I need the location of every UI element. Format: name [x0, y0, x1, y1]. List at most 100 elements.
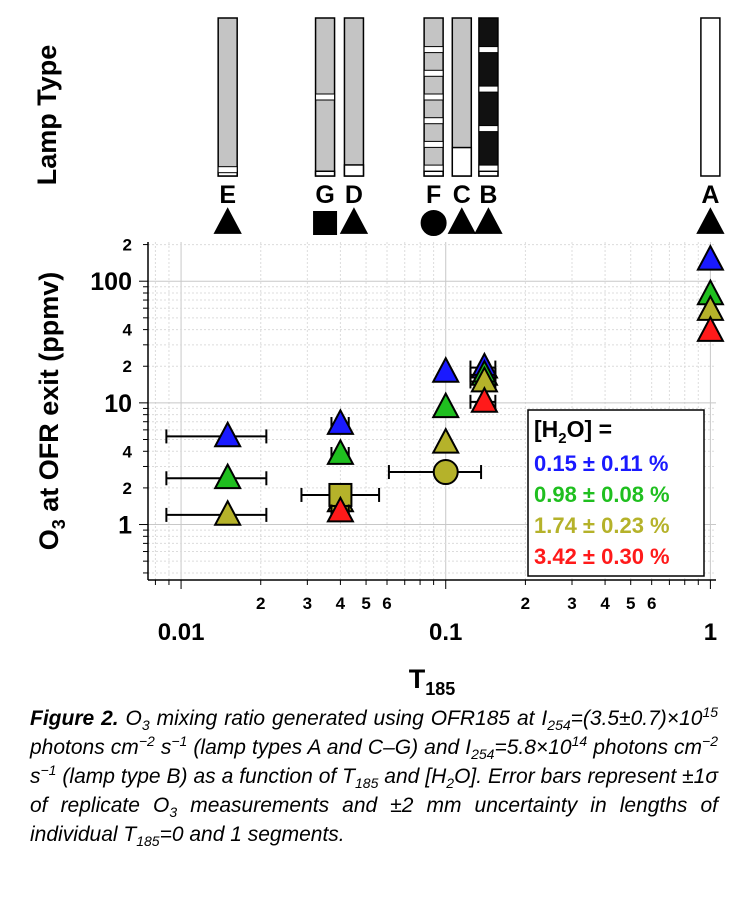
x-tick-label: 1 [704, 619, 717, 646]
caption-text: (lamp types A and C–G) and I [187, 736, 472, 759]
caption-text: 185 [355, 775, 379, 792]
lamp-tube [343, 17, 365, 177]
x-minor-tick-label: 4 [336, 594, 346, 613]
legend-entry: 0.15 ± 0.11 % [534, 451, 668, 476]
y-minor-tick-label: 2 [123, 357, 132, 376]
lamp-t185-1-segment [343, 164, 365, 177]
lamp-t185-1-segment [451, 146, 473, 177]
caption-text: photons cm [30, 736, 139, 759]
legend-entry: 0.98 ± 0.08 % [534, 482, 670, 507]
data-point-triangle [470, 386, 499, 413]
caption-text: and [H [378, 765, 447, 788]
caption-text: (lamp type B) as a function of T [56, 765, 355, 788]
x-minor-tick-label: 2 [256, 594, 265, 613]
data-point-triangle [213, 499, 242, 526]
caption-text: =5.8×10 [494, 736, 572, 759]
legend-title-sub: 2 [558, 430, 566, 447]
lamp-letter: D [345, 181, 363, 209]
lamp-band [423, 140, 444, 148]
legend-entry: 3.42 ± 0.30 % [534, 544, 670, 569]
data-point-circle [432, 459, 459, 486]
lamp-marker-circle [420, 210, 447, 236]
lamp-marker-triangle [213, 207, 242, 234]
lamp-band [478, 125, 499, 133]
lamp-type-panel: Lamp Type E G D F C B A [32, 17, 725, 236]
lamp-band [423, 69, 444, 77]
legend-entry: 1.74 ± 0.23 % [534, 513, 670, 538]
lamp-band [423, 164, 444, 172]
lamp-letter: A [701, 181, 719, 209]
legend: [H2O] = 0.15 ± 0.11 % 0.98 ± 0.08 % 1.74 ± … [527, 409, 705, 577]
lamp-letter: B [479, 181, 497, 209]
legend-title-rest: O] = [567, 416, 612, 442]
caption-text: 15 [702, 704, 719, 720]
legend-title: [H2O] = [534, 416, 612, 447]
x-minor-tick-label: 5 [361, 594, 370, 613]
caption-text: =(3.5±0.7)×10 [570, 707, 703, 730]
lamp-letter: E [219, 181, 236, 209]
lamp-e: E [213, 17, 242, 234]
lamp-marker-triangle [339, 207, 369, 234]
lamp-c: C [447, 17, 476, 234]
y-axis-title-main: O [34, 529, 64, 550]
lamp-f: F [420, 17, 447, 236]
lamp-t185-1-segment [478, 170, 499, 177]
lamp-tube [700, 17, 721, 177]
caption-text: −1 [171, 733, 188, 749]
caption-text: 3 [169, 804, 178, 821]
x-axis-title-main: T [409, 664, 426, 694]
lamp-band [315, 93, 336, 101]
x-axis-title-sub: 185 [425, 679, 455, 699]
y-tick-label: 10 [104, 390, 132, 418]
lamp-tube [217, 17, 238, 177]
caption-text: =0 and 1 segments. [159, 823, 345, 846]
lamp-band [217, 166, 238, 174]
x-minor-tick-label: 3 [567, 594, 576, 613]
caption-text: s [154, 736, 172, 759]
lamp-band [478, 46, 499, 54]
lamp-band [478, 164, 499, 172]
x-minor-tick-label: 2 [521, 594, 530, 613]
x-minor-tick-label: 4 [600, 594, 610, 613]
data-point-triangle [696, 244, 725, 271]
data-point-triangle [431, 391, 460, 419]
data-point-triangle [326, 408, 355, 435]
y-tick-label: 1 [118, 512, 132, 540]
lamp-marker-triangle [447, 207, 476, 234]
caption-text: 2 [446, 775, 455, 792]
caption-text: −2 [702, 733, 718, 749]
x-tick-label: 0.01 [158, 619, 205, 646]
caption-label: Figure 2. [30, 707, 119, 730]
lamp-band [423, 93, 444, 101]
caption-text: 185 [136, 833, 160, 850]
lamp-letter: C [453, 181, 471, 209]
y-tick-label: 100 [90, 268, 132, 296]
y-minor-tick-label: 2 [123, 236, 132, 255]
y-axis-title-rest: at OFR exit (ppmv) [34, 272, 64, 520]
lamp-a: A [696, 17, 725, 234]
y-minor-tick-label: 4 [123, 442, 133, 461]
data-point-triangle [326, 495, 355, 523]
caption-text: 14 [571, 733, 588, 749]
lamp-g: G [313, 17, 338, 235]
lamp-b: B [474, 17, 503, 234]
lamp-marker-triangle [696, 207, 725, 234]
caption-text: mixing ratio generated using OFR185 at I [149, 707, 548, 730]
lamp-tube [478, 17, 499, 177]
caption-text: O]. Error bars represent ±1σ of replicat… [30, 765, 718, 817]
lamp-band [478, 85, 499, 93]
x-minor-tick-label: 5 [626, 594, 635, 613]
x-axis-title: T185 [409, 664, 456, 699]
x-minor-tick-label: 3 [303, 594, 312, 613]
data-point-triangle [213, 420, 242, 448]
data-point-triangle [213, 462, 242, 490]
figure-caption: Figure 2. O3 mixing ratio generated usin… [30, 704, 718, 849]
caption-text: −1 [40, 762, 57, 778]
caption-text: s [30, 765, 41, 788]
caption-text: 254 [547, 717, 571, 734]
data-point-triangle [431, 356, 460, 383]
legend-box [527, 409, 705, 577]
y-axis-title-sub: 3 [49, 519, 69, 529]
